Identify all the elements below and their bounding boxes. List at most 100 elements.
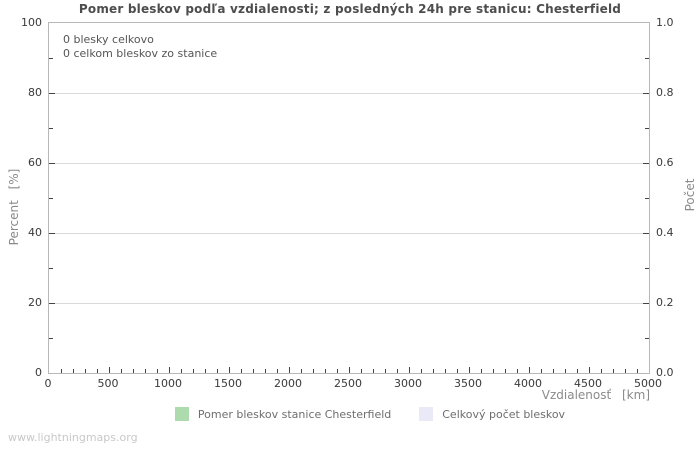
x-tick [444, 369, 446, 373]
x-tick [588, 367, 590, 373]
x-tick [432, 369, 434, 373]
x-tick [504, 369, 506, 373]
y-right-tick [645, 197, 649, 199]
x-tick [60, 369, 62, 373]
y-left-tick-label: 80 [28, 86, 42, 99]
legend-item: Celkový počet bleskov [419, 407, 565, 421]
y-left-tick [49, 267, 53, 269]
y-right-tick [643, 232, 649, 234]
x-tick [156, 369, 158, 373]
x-tick [264, 369, 266, 373]
y-right-tick-label: 0.6 [656, 156, 674, 169]
x-tick-label: 5000 [634, 377, 662, 390]
gridline [49, 92, 649, 94]
x-tick [192, 369, 194, 373]
x-tick-label: 2000 [274, 377, 302, 390]
x-tick [480, 369, 482, 373]
y-right-tick [643, 92, 649, 94]
y-right-tick [645, 57, 649, 59]
y-left-tick [49, 197, 53, 199]
x-tick [240, 369, 242, 373]
x-tick [168, 367, 170, 373]
y-left-tick [49, 162, 55, 164]
y-right-tick-label: 0.8 [656, 86, 674, 99]
watermark: www.lightningmaps.org [8, 431, 138, 444]
x-axis-title: Vzdialenosť [km] [541, 388, 650, 402]
x-tick [468, 367, 470, 373]
gridline [49, 162, 649, 164]
x-tick-label: 500 [97, 377, 119, 390]
legend-item: Pomer bleskov stanice Chesterfield [174, 407, 392, 421]
x-tick-label: 2500 [334, 377, 362, 390]
y-right-tick-label: 0.0 [656, 366, 674, 379]
x-tick [204, 369, 206, 373]
plot-area: 0 blesky celkovo 0 celkom bleskov zo sta… [48, 22, 650, 374]
x-tick [108, 367, 110, 373]
y-left-tick-label: 40 [28, 226, 42, 239]
x-tick [252, 369, 254, 373]
x-tick [396, 369, 398, 373]
x-tick [288, 367, 290, 373]
x-tick [564, 369, 566, 373]
annotation-station-strikes: 0 celkom bleskov zo stanice [63, 47, 218, 60]
y-right-tick-label: 0.4 [656, 226, 674, 239]
x-tick-label: 1000 [154, 377, 182, 390]
x-tick [636, 369, 638, 373]
plot-annotations: 0 blesky celkovo 0 celkom bleskov zo sta… [63, 33, 217, 61]
x-tick [516, 369, 518, 373]
y-left-tick [49, 337, 53, 339]
x-tick [600, 369, 602, 373]
legend: Pomer bleskov stanice Chesterfield Celkov… [40, 407, 700, 421]
x-tick [324, 369, 326, 373]
x-tick [336, 369, 338, 373]
x-tick [612, 369, 614, 373]
chart-title: Pomer bleskov podľa vzdialenosti; z posl… [78, 2, 622, 16]
x-tick [228, 367, 230, 373]
x-tick-label: 3500 [454, 377, 482, 390]
y-left-tick-label: 100 [21, 16, 42, 29]
x-tick [492, 369, 494, 373]
y-right-axis-title: Počet [683, 178, 697, 212]
x-tick-label: 3000 [394, 377, 422, 390]
x-tick [408, 367, 410, 373]
x-tick [216, 369, 218, 373]
y-left-tick [49, 92, 55, 94]
legend-label: Pomer bleskov stanice Chesterfield [197, 407, 392, 421]
x-tick [120, 369, 122, 373]
gridline [49, 302, 649, 304]
x-tick [420, 369, 422, 373]
annotation-total-strikes: 0 blesky celkovo [63, 33, 154, 46]
x-tick [72, 369, 74, 373]
x-tick-label: 0 [44, 377, 52, 390]
x-tick [552, 369, 554, 373]
x-tick [528, 367, 530, 373]
x-tick [312, 369, 314, 373]
y-left-tick [49, 232, 55, 234]
x-tick [540, 369, 542, 373]
y-right-tick [645, 127, 649, 129]
x-tick [144, 369, 146, 373]
x-tick [96, 369, 98, 373]
y-left-tick-label: 0 [35, 366, 42, 379]
y-left-tick [49, 127, 53, 129]
y-left-tick-label: 60 [28, 156, 42, 169]
x-tick [372, 369, 374, 373]
x-tick [180, 369, 182, 373]
x-tick [300, 369, 302, 373]
legend-swatch [174, 407, 189, 421]
x-tick-label: 4000 [514, 377, 542, 390]
y-right-tick-label: 0.2 [656, 296, 674, 309]
y-right-tick [643, 302, 649, 304]
y-left-tick-label: 20 [28, 296, 42, 309]
y-left-tick [49, 302, 55, 304]
x-tick [624, 369, 626, 373]
legend-label: Celkový počet bleskov [442, 407, 566, 421]
y-right-tick-label: 1.0 [656, 16, 674, 29]
gridline [49, 232, 649, 234]
legend-swatch [419, 407, 434, 421]
y-right-tick [643, 162, 649, 164]
x-tick [348, 367, 350, 373]
x-tick [456, 369, 458, 373]
x-tick-label: 1500 [214, 377, 242, 390]
